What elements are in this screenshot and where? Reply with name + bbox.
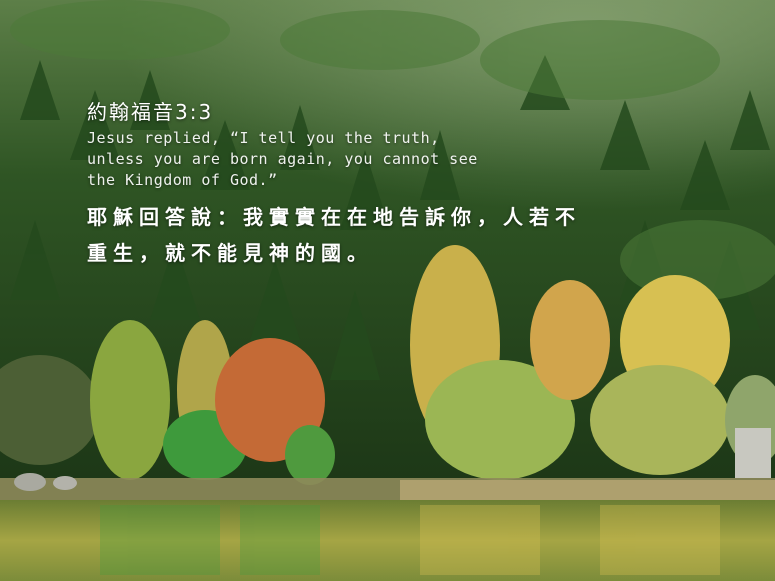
verse-reference: 約翰福音3:3 <box>87 100 214 124</box>
verse-chinese-line: 重生，就不能見神的國。 <box>87 241 373 265</box>
verse-english-line: unless you are born again, you cannot se… <box>87 150 478 168</box>
verse-chinese: 耶穌回答說：我實實在在地告訴你，人若不 重生，就不能見神的國。 <box>87 199 647 271</box>
verse-english-line: Jesus replied, “I tell you the truth, <box>87 129 440 147</box>
autumn-trees <box>0 245 775 485</box>
verse-english-line: the Kingdom of God.” <box>87 171 278 189</box>
verse-english: Jesus replied, “I tell you the truth, un… <box>87 128 647 191</box>
lake <box>0 500 775 581</box>
verse-overlay: 約翰福音3:3 Jesus replied, “I tell you the t… <box>87 98 647 271</box>
verse-chinese-line: 耶穌回答說：我實實在在地告訴你，人若不 <box>87 205 581 229</box>
